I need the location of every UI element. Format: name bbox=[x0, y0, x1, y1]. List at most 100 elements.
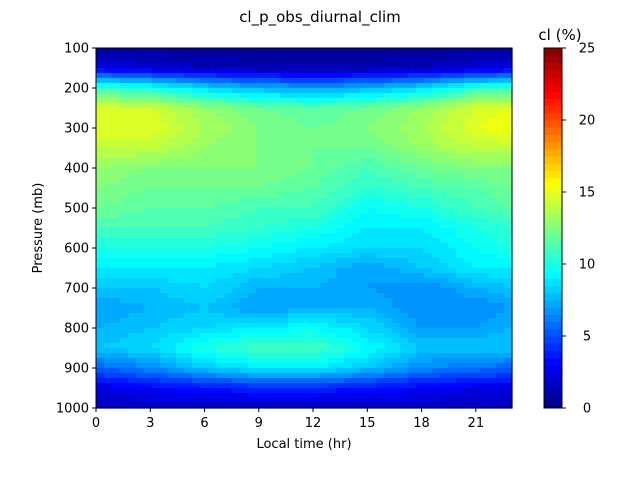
heatmap-cell bbox=[432, 198, 441, 204]
heatmap-cell bbox=[392, 213, 401, 219]
heatmap-cell bbox=[392, 293, 401, 299]
heatmap-cell bbox=[128, 388, 137, 394]
y-tick-label: 600 bbox=[64, 242, 89, 257]
heatmap-cell bbox=[176, 258, 185, 264]
heatmap-cell bbox=[256, 233, 265, 239]
heatmap-cell bbox=[144, 298, 153, 304]
heatmap-cell bbox=[288, 163, 297, 169]
heatmap-cell bbox=[336, 338, 345, 344]
heatmap-cell bbox=[392, 208, 401, 214]
heatmap-cell bbox=[224, 283, 233, 289]
heatmap-cell bbox=[224, 238, 233, 244]
heatmap-cell bbox=[176, 178, 185, 184]
heatmap-cell bbox=[456, 148, 465, 154]
heatmap-cell bbox=[440, 258, 449, 264]
heatmap-cell bbox=[208, 133, 217, 139]
heatmap-cell bbox=[152, 393, 161, 399]
heatmap-cell bbox=[392, 283, 401, 289]
heatmap-cell bbox=[472, 203, 481, 209]
heatmap-cell bbox=[208, 128, 217, 134]
heatmap-cell bbox=[400, 388, 409, 394]
heatmap-cell bbox=[424, 103, 433, 109]
heatmap-cell bbox=[280, 58, 289, 64]
heatmap-cell bbox=[480, 288, 489, 294]
heatmap-cell bbox=[368, 198, 377, 204]
heatmap-cell bbox=[152, 193, 161, 199]
heatmap-cell bbox=[256, 68, 265, 74]
heatmap-cell bbox=[416, 363, 425, 369]
heatmap-cell bbox=[464, 293, 473, 299]
heatmap-cell bbox=[424, 388, 433, 394]
heatmap-cell bbox=[96, 148, 105, 154]
heatmap-cell bbox=[280, 88, 289, 94]
heatmap-cell bbox=[296, 298, 305, 304]
heatmap-cell bbox=[96, 78, 105, 84]
heatmap-cell bbox=[464, 158, 473, 164]
heatmap-cell bbox=[400, 263, 409, 269]
heatmap-cell bbox=[400, 193, 409, 199]
heatmap-cell bbox=[192, 338, 201, 344]
heatmap-cell bbox=[288, 353, 297, 359]
heatmap-cell bbox=[176, 253, 185, 259]
y-tick-label: 300 bbox=[64, 122, 89, 137]
heatmap-cell bbox=[192, 253, 201, 259]
heatmap-cell bbox=[424, 338, 433, 344]
heatmap-cell bbox=[112, 78, 121, 84]
heatmap-cell bbox=[232, 98, 241, 104]
heatmap-cell bbox=[464, 128, 473, 134]
heatmap-cell bbox=[360, 393, 369, 399]
heatmap-cell bbox=[224, 68, 233, 74]
heatmap-cell bbox=[192, 243, 201, 249]
heatmap-cell bbox=[464, 48, 473, 54]
heatmap-cell bbox=[256, 63, 265, 69]
heatmap-cell bbox=[160, 378, 169, 384]
heatmap-cell bbox=[128, 378, 137, 384]
heatmap-cell bbox=[296, 53, 305, 59]
heatmap-cell bbox=[320, 68, 329, 74]
heatmap-cell bbox=[128, 103, 137, 109]
heatmap-cell bbox=[216, 243, 225, 249]
heatmap-cell bbox=[168, 118, 177, 124]
heatmap-cell bbox=[104, 393, 113, 399]
heatmap-cell bbox=[360, 158, 369, 164]
heatmap-cell bbox=[336, 373, 345, 379]
heatmap-cell bbox=[288, 308, 297, 314]
heatmap-cell bbox=[248, 103, 257, 109]
heatmap-cell bbox=[472, 53, 481, 59]
heatmap-cell bbox=[144, 68, 153, 74]
heatmap-cell bbox=[296, 293, 305, 299]
heatmap-cell bbox=[360, 103, 369, 109]
heatmap-cell bbox=[408, 353, 417, 359]
heatmap-cell bbox=[216, 138, 225, 144]
heatmap-cell bbox=[104, 143, 113, 149]
heatmap-cell bbox=[496, 133, 505, 139]
heatmap-cell bbox=[192, 373, 201, 379]
heatmap-cell bbox=[336, 128, 345, 134]
heatmap-cell bbox=[480, 153, 489, 159]
heatmap-cell bbox=[256, 308, 265, 314]
heatmap-cell bbox=[304, 178, 313, 184]
heatmap-cell bbox=[360, 308, 369, 314]
heatmap-cell bbox=[240, 353, 249, 359]
heatmap-cell bbox=[456, 323, 465, 329]
heatmap-cell bbox=[504, 138, 513, 144]
heatmap-cell bbox=[208, 223, 217, 229]
heatmap-cell bbox=[136, 323, 145, 329]
heatmap-cell bbox=[272, 283, 281, 289]
heatmap-cell bbox=[456, 228, 465, 234]
heatmap-cell bbox=[472, 383, 481, 389]
heatmap-cell bbox=[328, 148, 337, 154]
heatmap-cell bbox=[488, 123, 497, 129]
heatmap-cell bbox=[416, 113, 425, 119]
heatmap-cell bbox=[304, 393, 313, 399]
heatmap-cell bbox=[280, 113, 289, 119]
heatmap-cell bbox=[144, 223, 153, 229]
heatmap-cell bbox=[224, 143, 233, 149]
heatmap-cell bbox=[256, 368, 265, 374]
heatmap-cell bbox=[440, 273, 449, 279]
heatmap-cell bbox=[472, 63, 481, 69]
heatmap-cell bbox=[168, 363, 177, 369]
heatmap-cell bbox=[440, 63, 449, 69]
heatmap-cell bbox=[392, 258, 401, 264]
heatmap-cell bbox=[384, 83, 393, 89]
